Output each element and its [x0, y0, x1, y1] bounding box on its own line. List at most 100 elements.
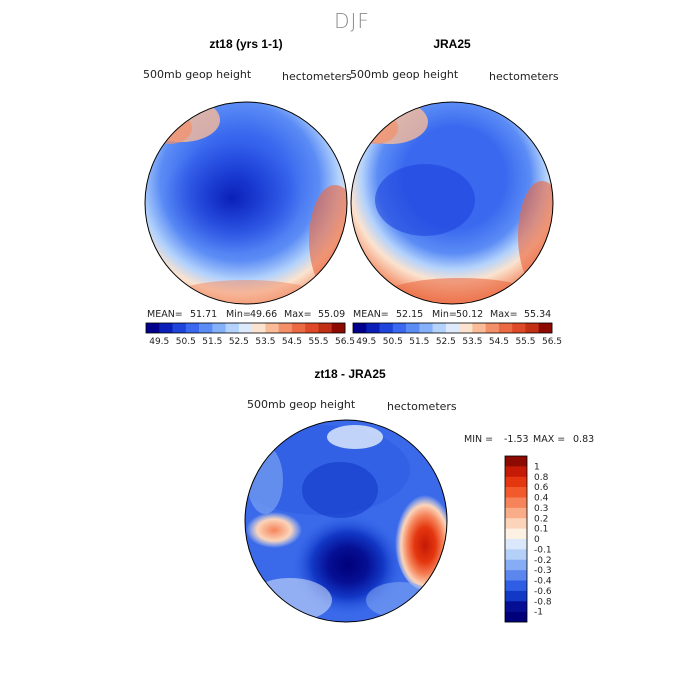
colorbar-swatch: [185, 323, 200, 333]
colorbar-tick-label: 54.5: [489, 337, 509, 347]
colorbar-swatch: [505, 549, 527, 561]
map-boundary: [350, 101, 554, 305]
colorbar-swatch: [278, 323, 293, 333]
colorbar-swatch: [505, 539, 527, 550]
min-label: Min=: [432, 309, 457, 320]
max-label: Max=: [490, 309, 518, 320]
colorbar-tick-label: 0.6: [534, 483, 549, 493]
colorbar-swatch: [291, 323, 306, 333]
colorbar-swatch: [146, 323, 160, 333]
colorbar-swatch: [252, 323, 266, 333]
colorbar-swatch: [505, 476, 527, 488]
map-field: [351, 102, 553, 304]
min-label: Min=: [226, 309, 251, 320]
colorbar-swatch: [172, 323, 187, 333]
map-boundary: [244, 419, 448, 623]
colorbar-tick-label: 0: [534, 535, 540, 545]
colorbar-swatch: [505, 507, 527, 519]
colorbar-swatch: [432, 323, 447, 333]
colorbar-swatch: [525, 323, 540, 333]
max-value: 55.09: [318, 309, 345, 320]
units-label: hectometers: [387, 400, 457, 413]
colorbar-swatch: [318, 323, 333, 333]
colorbar-swatch: [498, 323, 513, 333]
colorbar-tick-label: 1: [534, 462, 540, 472]
colorbar-tick-label: -0.4: [534, 577, 552, 587]
colorbar-tick-label: 0.4: [534, 494, 549, 504]
mean-value: 52.15: [396, 309, 423, 320]
colorbar: 49.5 50.5 51.5 52.5 53.5 54.5 55.5 56.5: [145, 322, 355, 347]
colorbar-tick-label: 0.1: [534, 525, 548, 535]
colorbar-tick-label: -1: [534, 608, 543, 618]
colorbar-frame: [504, 455, 528, 623]
colorbar-swatch: [505, 456, 527, 467]
colorbar-tick-label: 53.5: [255, 337, 275, 347]
mean-label: MEAN=: [353, 309, 389, 320]
colorbar-tick-label: -0.1: [534, 545, 552, 555]
colorbar-tick-label: 0.2: [534, 514, 548, 524]
colorbar-swatch: [212, 323, 226, 333]
colorbar-tick-label: -0.6: [534, 587, 552, 597]
colorbar-swatch: [419, 323, 433, 333]
colorbar-frame: [352, 322, 553, 334]
colorbar-swatch: [353, 323, 367, 333]
colorbar-tick-label: 53.5: [462, 337, 482, 347]
stats-line: MEAN= 51.71 Min= 49.66 Max= 55.09: [147, 309, 345, 320]
panel-title: JRA25: [433, 37, 471, 51]
colorbar-swatch: [505, 487, 527, 498]
colorbar-swatch: [225, 323, 240, 333]
colorbar-swatch: [392, 323, 407, 333]
colorbar-swatch: [331, 323, 346, 333]
colorbar-tick-label: 49.5: [149, 337, 169, 347]
min-value: 49.66: [250, 309, 277, 320]
max-label: Max=: [284, 309, 312, 320]
colorbar-tick-label: -0.3: [534, 566, 552, 576]
colorbar: 49.5 50.5 51.5 52.5 53.5 54.5 55.5 56.5: [352, 322, 562, 347]
colorbar-tick-label: 50.5: [176, 337, 196, 347]
colorbar-frame: [145, 322, 346, 334]
colorbar-tick-label: 54.5: [282, 337, 302, 347]
colorbar-tick-label: 56.5: [542, 337, 562, 347]
mean-label: MEAN=: [147, 309, 183, 320]
colorbar-swatch: [472, 323, 486, 333]
colorbar-swatch: [366, 323, 380, 333]
colorbar-swatch: [538, 323, 553, 333]
colorbar-swatch: [445, 323, 460, 333]
variable-label: 500mb geop height: [350, 68, 459, 81]
max-label: MAX =: [533, 434, 565, 445]
colorbar: 10.80.60.40.30.20.10-0.1-0.2-0.3-0.4-0.6…: [504, 455, 552, 623]
colorbar-tick-label: 55.5: [308, 337, 328, 347]
map-boundary: [144, 101, 348, 305]
colorbar-swatch: [159, 323, 173, 333]
colorbar-swatch: [305, 323, 319, 333]
panel-jra25: JRA25 500mb geop height hectometers MEAN…: [350, 37, 562, 347]
colorbar-tick-label: 51.5: [409, 337, 429, 347]
colorbar-swatch: [505, 570, 527, 581]
panel-zt18: zt18 (yrs 1-1) 500mb geop height hectome…: [143, 37, 355, 347]
colorbar-swatch: [505, 559, 527, 571]
season-title: DJF: [334, 9, 370, 33]
colorbar-swatch: [238, 323, 253, 333]
colorbar-tick-label: -0.2: [534, 556, 552, 566]
colorbar-swatch: [505, 528, 527, 540]
colorbar-swatch: [512, 323, 526, 333]
units-label: hectometers: [282, 70, 352, 83]
min-value: -1.53: [504, 434, 529, 445]
colorbar-swatch: [459, 323, 473, 333]
stats-line: MIN = -1.53 MAX = 0.83: [464, 434, 594, 445]
variable-label: 500mb geop height: [143, 68, 252, 81]
mean-value: 51.71: [190, 309, 217, 320]
colorbar-swatch: [406, 323, 420, 333]
max-value: 55.34: [524, 309, 551, 320]
units-label: hectometers: [489, 70, 559, 83]
colorbar-tick-label: 0.8: [534, 473, 549, 483]
colorbar-tick-label: 51.5: [202, 337, 222, 347]
variable-label: 500mb geop height: [247, 398, 356, 411]
colorbar-swatch: [505, 611, 527, 623]
panel-difference: zt18 - JRA25 500mb geop height hectomete…: [244, 367, 594, 623]
stats-line: MEAN= 52.15 Min= 50.12 Max= 55.34: [353, 309, 551, 320]
colorbar-tick-label: -0.8: [534, 597, 552, 607]
colorbar-swatch: [505, 466, 527, 478]
colorbar-swatch: [199, 323, 213, 333]
